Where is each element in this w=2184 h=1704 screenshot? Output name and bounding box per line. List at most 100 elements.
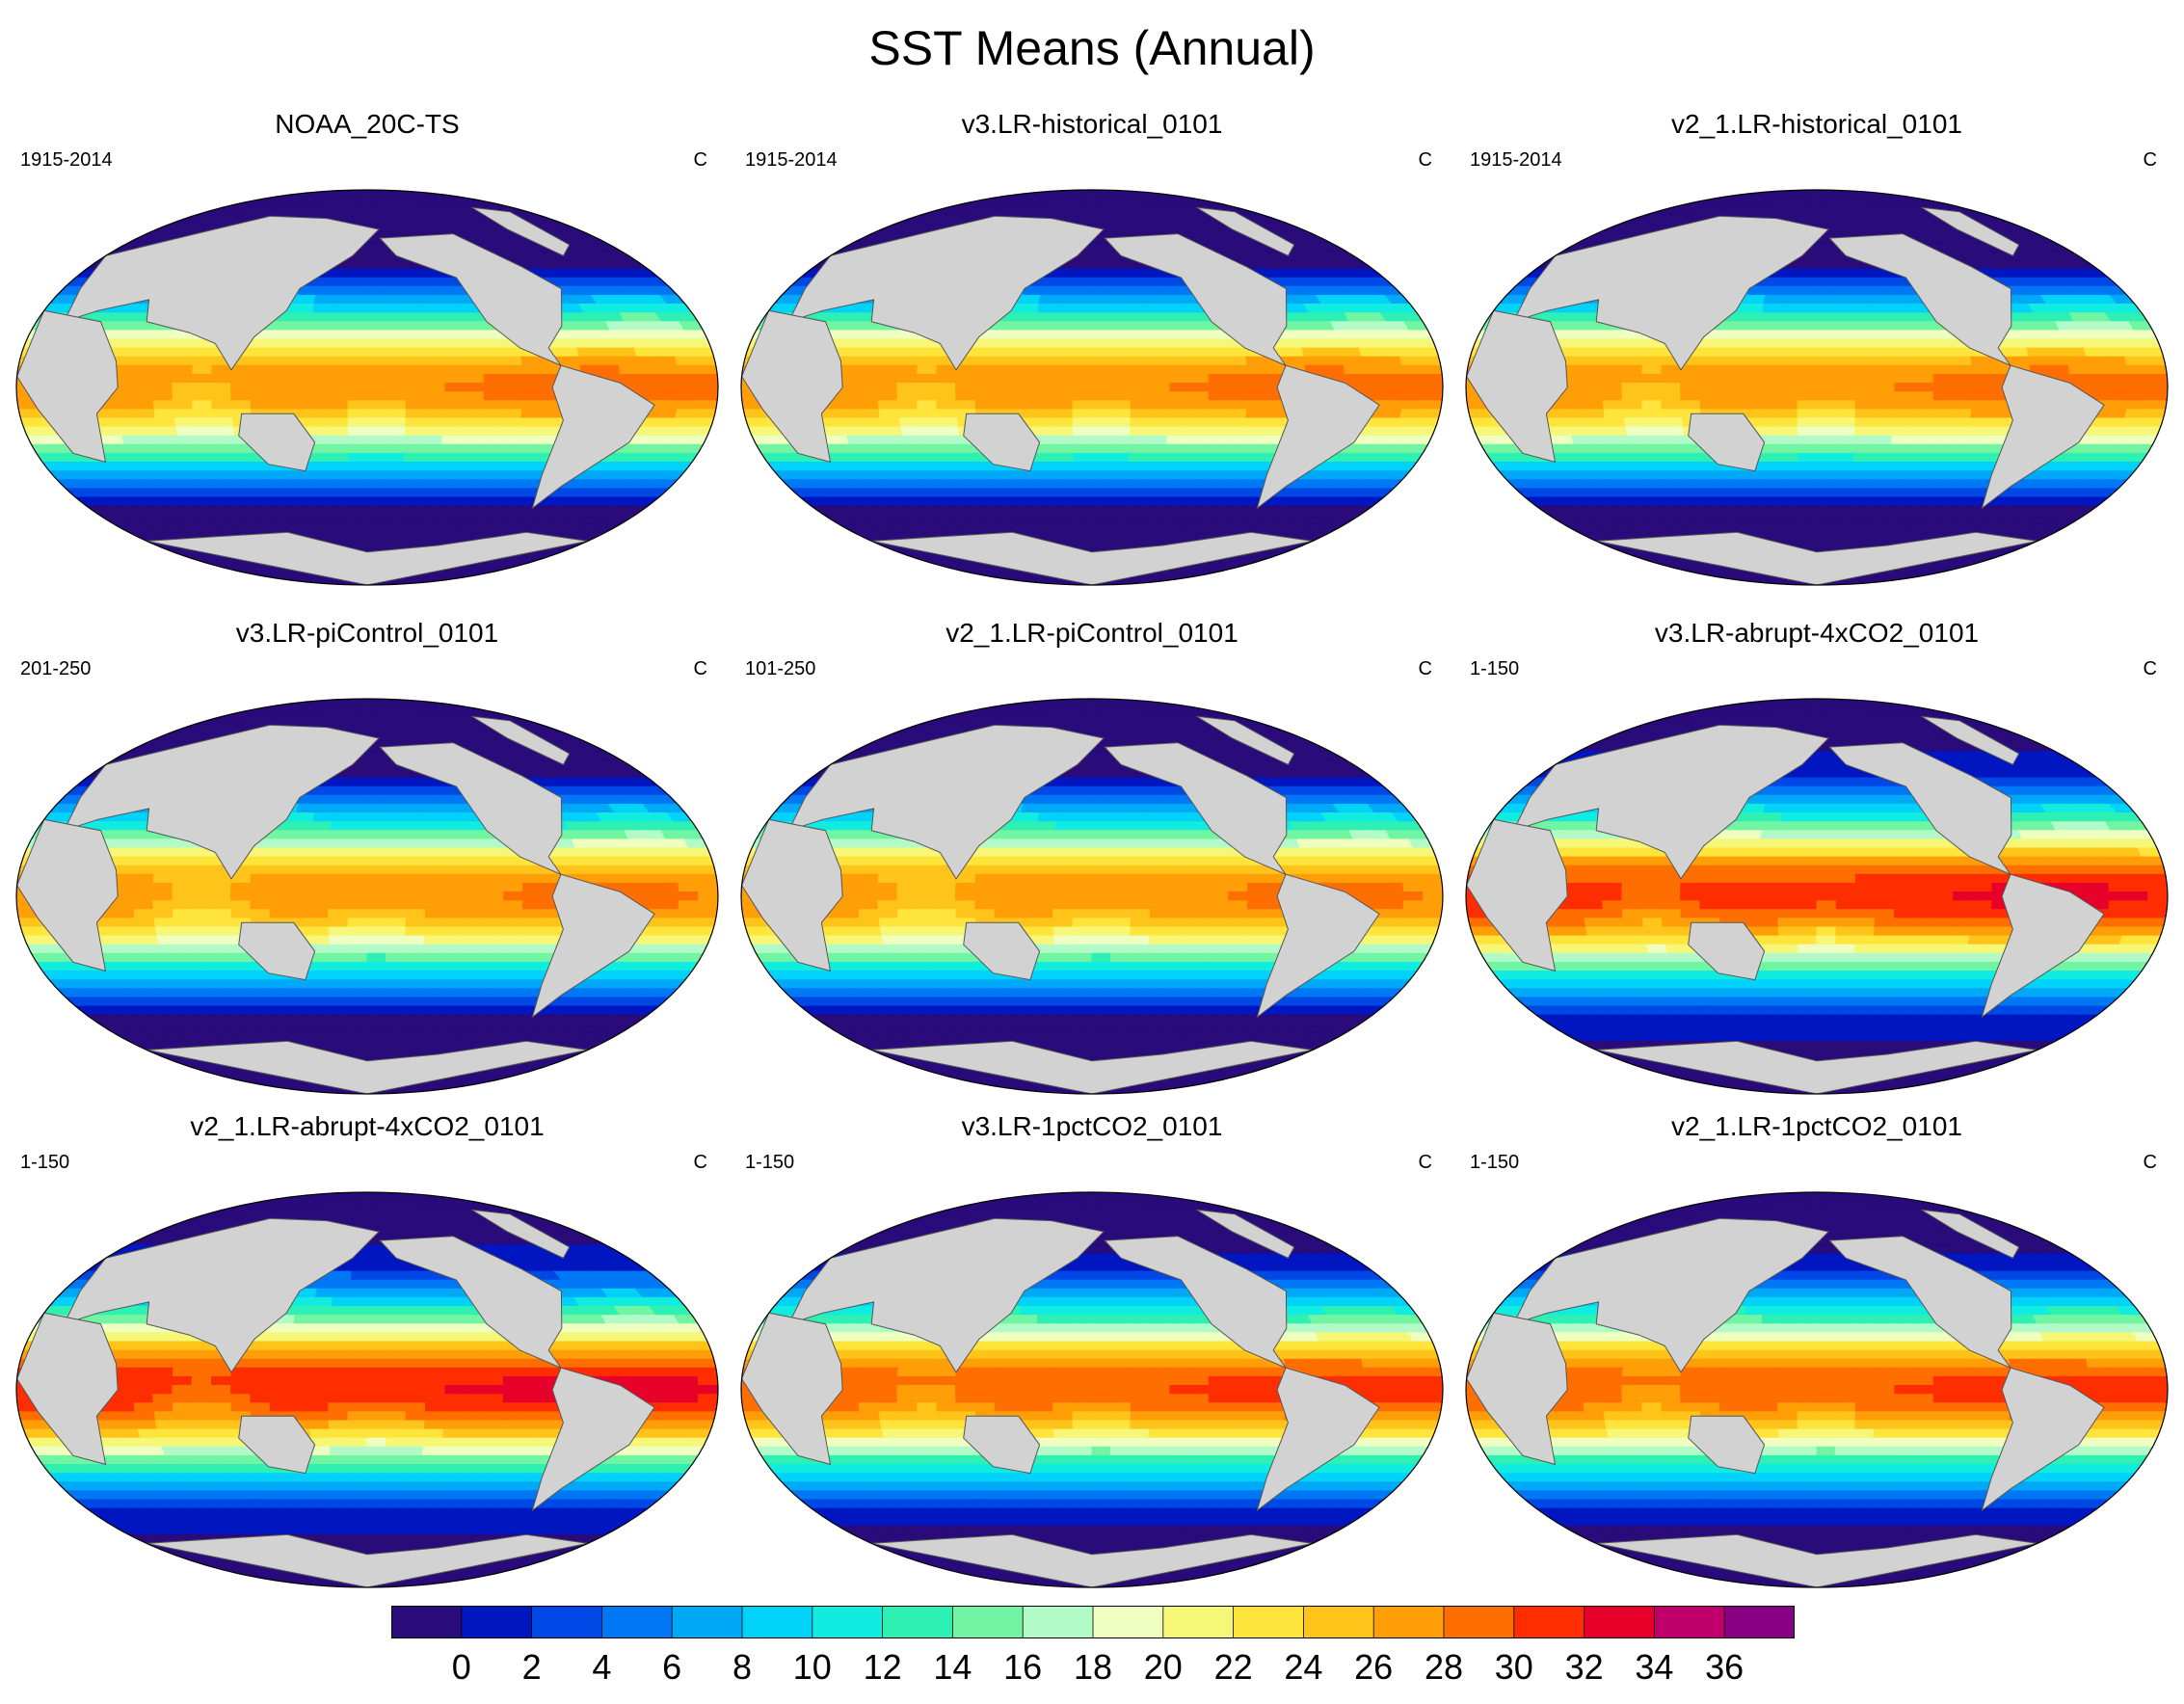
panel-title: NOAA_20C-TS xyxy=(275,109,460,139)
panel-title: v3.LR-historical_0101 xyxy=(961,109,1223,139)
land-mass xyxy=(146,1533,588,1587)
land-mass xyxy=(146,531,588,585)
land-mass xyxy=(1196,715,1295,765)
colorbar-swatch xyxy=(812,1606,884,1638)
colorbar-swatch xyxy=(1303,1606,1374,1638)
colorbar-swatch xyxy=(1093,1606,1164,1638)
panel-units: C xyxy=(693,1152,707,1173)
land-mass xyxy=(1981,1367,2105,1512)
colorbar-swatch xyxy=(1444,1606,1515,1638)
land-mass xyxy=(871,1533,1313,1587)
panel-period: 101-250 xyxy=(745,658,816,679)
land-mass xyxy=(1921,1209,2020,1259)
panel-period: 1-150 xyxy=(1470,658,1520,679)
map-panel: NOAA_20C-TS 1915-2014 C xyxy=(6,108,729,590)
colorbar-tick-label: 32 xyxy=(1564,1647,1604,1687)
map-panel: v3.LR-abrupt-4xCO2_0101 1-150 C xyxy=(1455,617,2178,1099)
map-panel: v2_1.LR-abrupt-4xCO2_0101 1-150 C xyxy=(6,1110,729,1592)
map-border xyxy=(740,189,1444,586)
land-mass xyxy=(741,818,843,972)
land-mass xyxy=(741,309,843,464)
colorbar-swatch xyxy=(531,1606,602,1638)
colorbar-tick-label: 26 xyxy=(1354,1647,1394,1687)
colorbar-swatch xyxy=(742,1606,813,1638)
panel-title: v3.LR-piControl_0101 xyxy=(235,618,499,648)
land-mass xyxy=(238,1415,316,1475)
land-mass xyxy=(1981,873,2105,1019)
colorbar-swatch xyxy=(601,1606,673,1638)
colorbar-tick-label: 0 xyxy=(451,1647,471,1687)
panel-period: 1915-2014 xyxy=(1470,149,1562,171)
panel-units: C xyxy=(2143,149,2157,171)
map-panel: v3.LR-piControl_0101 201-250 C xyxy=(6,617,729,1099)
panel-title: v3.LR-1pctCO2_0101 xyxy=(961,1111,1223,1141)
map-border xyxy=(1465,698,2169,1095)
land-mass xyxy=(1596,1040,2038,1094)
colorbar-tick-label: 18 xyxy=(1073,1647,1113,1687)
land-mass xyxy=(1828,233,2012,367)
map-panel: v3.LR-historical_0101 1915-2014 C xyxy=(731,108,1453,590)
map-border xyxy=(15,1191,719,1588)
land-mass xyxy=(16,309,119,464)
land-mass xyxy=(471,1209,571,1259)
colorbar-tick-label: 24 xyxy=(1284,1647,1323,1687)
map-border xyxy=(740,1191,1444,1588)
panel-units: C xyxy=(693,658,707,679)
map-panel: v3.LR-1pctCO2_0101 1-150 C xyxy=(731,1110,1453,1592)
colorbar-tick-label: 4 xyxy=(592,1647,612,1687)
panel-units: C xyxy=(693,149,707,171)
sst-map xyxy=(1465,1191,2169,1588)
panel-units: C xyxy=(2143,1152,2157,1173)
colorbar-tick-label: 36 xyxy=(1705,1647,1745,1687)
land-mass xyxy=(1104,1236,1288,1370)
land-mass xyxy=(16,1312,119,1466)
land-mass xyxy=(1828,742,2012,876)
colorbar-swatch xyxy=(1584,1606,1655,1638)
colorbar-swatch xyxy=(1373,1606,1445,1638)
sst-map xyxy=(15,1191,719,1588)
land-mass xyxy=(1256,1367,1380,1512)
map-border xyxy=(15,698,719,1095)
colorbar-swatch xyxy=(1513,1606,1585,1638)
land-mass xyxy=(471,206,571,256)
colorbar-tick-label: 34 xyxy=(1635,1647,1674,1687)
map-panel: v2_1.LR-historical_0101 1915-2014 C xyxy=(1455,108,2178,590)
land-mass xyxy=(1196,1209,1295,1259)
map-border xyxy=(1465,189,2169,586)
land-mass xyxy=(963,921,1041,981)
panel-period: 201-250 xyxy=(20,658,92,679)
land-mass xyxy=(531,364,655,510)
colorbar-labels: 0 2 4 6 8 10 12 14 16 18 20 22 24 26 28 30 32 34 36 xyxy=(391,1646,1795,1691)
land-mass xyxy=(1104,742,1288,876)
land-mass xyxy=(871,1040,1313,1094)
map-panel: v2_1.LR-piControl_0101 101-250 C xyxy=(731,617,1453,1099)
panel-period: 1-150 xyxy=(745,1152,795,1173)
panel-title: v2_1.LR-historical_0101 xyxy=(1671,109,1962,139)
colorbar-tick-label: 20 xyxy=(1143,1647,1183,1687)
panel-title: v2_1.LR-1pctCO2_0101 xyxy=(1671,1111,1962,1141)
colorbar-tick-label: 14 xyxy=(933,1647,972,1687)
panel-units: C xyxy=(1418,658,1432,679)
land-mass xyxy=(1921,715,2020,765)
panel-units: C xyxy=(2143,658,2157,679)
land-mass xyxy=(1596,531,2038,585)
land-mass xyxy=(1828,1236,2012,1370)
panel-period: 1-150 xyxy=(20,1152,70,1173)
sst-map xyxy=(740,698,1444,1095)
land-mass xyxy=(963,413,1041,472)
colorbar-swatch xyxy=(391,1606,463,1638)
map-border xyxy=(1465,1191,2169,1588)
colorbar-tick-label: 6 xyxy=(662,1647,682,1687)
land-mass xyxy=(1104,233,1288,367)
land-mass xyxy=(1981,364,2105,510)
panel-period: 1-150 xyxy=(1470,1152,1520,1173)
sst-map xyxy=(15,698,719,1095)
colorbar-swatch xyxy=(1023,1606,1094,1638)
land-mass xyxy=(379,742,563,876)
colorbar-swatch xyxy=(1233,1606,1304,1638)
land-mass xyxy=(1688,413,1766,472)
panel-period: 1915-2014 xyxy=(20,149,113,171)
colorbar-swatch xyxy=(952,1606,1024,1638)
land-mass xyxy=(146,1040,588,1094)
land-mass xyxy=(471,715,571,765)
